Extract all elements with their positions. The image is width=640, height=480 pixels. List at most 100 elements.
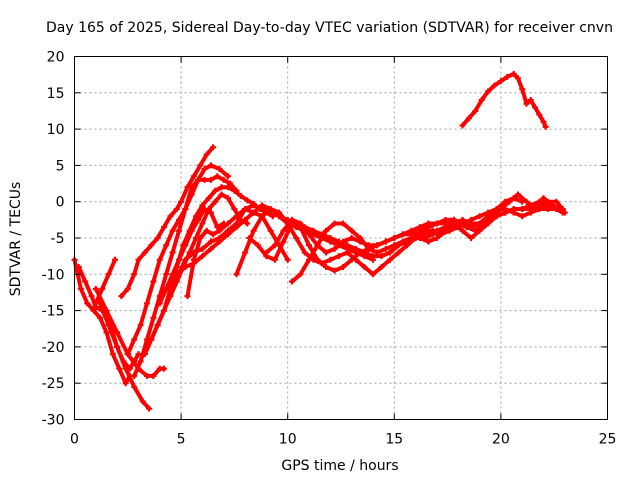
y-tick-label: 15 (47, 86, 65, 102)
data-point (519, 205, 526, 212)
data-point (150, 278, 157, 285)
data-point (167, 293, 174, 300)
data-point (504, 73, 511, 80)
data-point (146, 405, 153, 412)
data-point (143, 372, 150, 379)
data-point (220, 176, 227, 183)
data-point (391, 242, 398, 249)
data-point (465, 115, 472, 122)
y-tick-label: -5 (51, 231, 65, 247)
data-point (212, 187, 219, 194)
data-point (250, 202, 257, 209)
data-point (391, 235, 398, 241)
data-point (536, 111, 543, 118)
data-point (105, 271, 112, 278)
series-line-track-5 (93, 257, 117, 306)
data-point (433, 220, 440, 227)
series-markers-track-1 (71, 256, 133, 387)
y-axis-ticks: -30 -25 -20 -15 -10 -5 0 5 10 15 20 (42, 50, 608, 429)
data-point (131, 383, 138, 390)
data-point (190, 256, 197, 263)
data-point (340, 238, 347, 245)
data-point (225, 220, 232, 227)
data-point (201, 176, 208, 183)
data-point (421, 235, 428, 241)
y-tick-label: -30 (42, 413, 65, 429)
data-point (207, 245, 214, 252)
data-point (352, 245, 359, 252)
data-point (116, 365, 123, 372)
data-point (156, 256, 163, 263)
x-tick-label: 0 (70, 432, 79, 448)
data-point (323, 227, 330, 234)
data-point (280, 227, 287, 234)
data-point (540, 195, 547, 202)
data-point (267, 205, 274, 212)
data-point (340, 220, 347, 227)
data-point (92, 300, 99, 307)
data-point (148, 242, 155, 249)
data-point (103, 329, 110, 336)
y-tick-label: 10 (47, 122, 65, 138)
x-tick-label: 5 (177, 432, 186, 448)
data-point (468, 235, 475, 241)
data-point (169, 249, 176, 256)
data-point (210, 144, 217, 151)
data-point (348, 235, 355, 241)
series-markers-track-8 (131, 173, 240, 379)
data-point (478, 97, 485, 104)
data-series (71, 70, 568, 412)
data-point (344, 249, 351, 256)
data-point (112, 256, 119, 263)
data-point (135, 351, 142, 358)
data-point (175, 227, 182, 234)
data-point (532, 205, 539, 212)
x-axis-ticks: 0 5 10 15 20 25 (70, 56, 616, 448)
data-point (77, 285, 84, 292)
data-point (114, 343, 121, 350)
data-point (357, 235, 364, 241)
data-point (399, 238, 406, 245)
data-point (216, 238, 223, 245)
data-point (468, 220, 475, 227)
data-point (122, 365, 129, 372)
data-point (135, 256, 142, 263)
data-point (205, 195, 212, 202)
data-point (369, 253, 376, 260)
data-point (263, 249, 270, 256)
data-point (429, 231, 436, 238)
data-point (425, 238, 432, 245)
data-point (254, 242, 261, 249)
data-point (267, 227, 274, 234)
data-point (378, 253, 385, 260)
data-point (540, 118, 547, 125)
data-point (82, 278, 89, 285)
data-point (201, 166, 208, 173)
series-markers-track-4 (97, 300, 153, 412)
data-point (197, 162, 204, 169)
data-point (88, 293, 95, 300)
data-point (331, 220, 338, 227)
data-point (306, 242, 313, 249)
data-point (446, 224, 453, 231)
data-point (84, 300, 91, 307)
data-point (510, 205, 517, 212)
data-point (90, 307, 97, 314)
data-point (75, 264, 82, 271)
data-point (207, 176, 214, 183)
data-point (387, 256, 394, 263)
data-point (225, 195, 232, 202)
data-point (212, 198, 219, 205)
data-point (175, 256, 182, 263)
data-point (250, 227, 257, 234)
data-point (306, 256, 313, 263)
x-tick-label: 15 (385, 432, 403, 448)
y-tick-label: 0 (56, 195, 65, 211)
data-point (137, 358, 144, 365)
data-point (131, 271, 138, 278)
y-tick-label: -10 (42, 267, 65, 283)
data-point (459, 122, 466, 129)
data-point (154, 235, 161, 241)
data-point (131, 336, 138, 343)
data-point (218, 191, 225, 198)
